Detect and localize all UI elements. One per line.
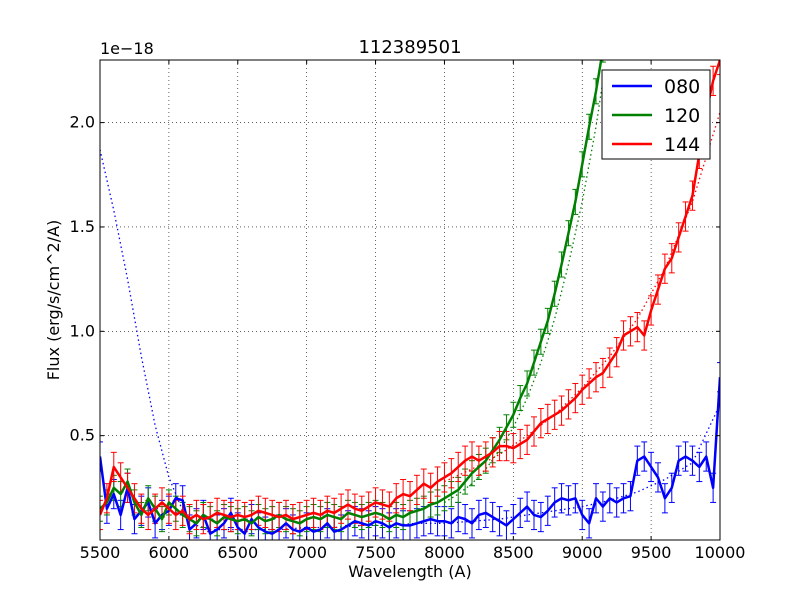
x-axis-label: Wavelength (A) [348, 562, 471, 581]
x-tick-label: 9500 [631, 543, 672, 562]
x-tick-label: 6000 [149, 543, 190, 562]
legend: 080 120 144 [601, 69, 711, 160]
x-tick-label: 10000 [695, 543, 746, 562]
y-axis-ticks: 0.5 1.0 1.5 2.0 [70, 113, 720, 445]
x-tick-label: 7000 [286, 543, 327, 562]
series-line-120 [100, 60, 603, 525]
y-axis-label: Flux (erg/s/cm^2/A) [44, 220, 63, 381]
plot-frame [99, 59, 721, 541]
y-tick-label: 1.0 [70, 321, 95, 340]
model-line-144 [444, 111, 720, 483]
legend-label-120: 120 [664, 105, 700, 127]
legend-label-144: 144 [664, 134, 700, 156]
x-axis-ticks: 5500 6000 6500 7000 7500 8000 8500 9000 9500 1000… [80, 60, 746, 562]
x-tick-label: 5500 [80, 543, 121, 562]
series-lines [100, 60, 720, 535]
y-offset-label: 1e−18 [100, 39, 154, 58]
legend-label-080: 080 [664, 76, 700, 98]
model-line-080 [100, 149, 720, 531]
x-tick-label: 8000 [424, 543, 465, 562]
chart-title: 112389501 [358, 37, 461, 58]
x-tick-label: 7500 [355, 543, 396, 562]
x-tick-label: 8500 [493, 543, 534, 562]
series-line-144 [100, 60, 720, 521]
y-tick-label: 0.5 [70, 426, 95, 445]
y-tick-label: 2.0 [70, 113, 95, 132]
x-tick-label: 6500 [217, 543, 258, 562]
x-tick-label: 9000 [562, 543, 603, 562]
model-line-120 [444, 80, 604, 503]
y-tick-label: 1.5 [70, 217, 95, 236]
